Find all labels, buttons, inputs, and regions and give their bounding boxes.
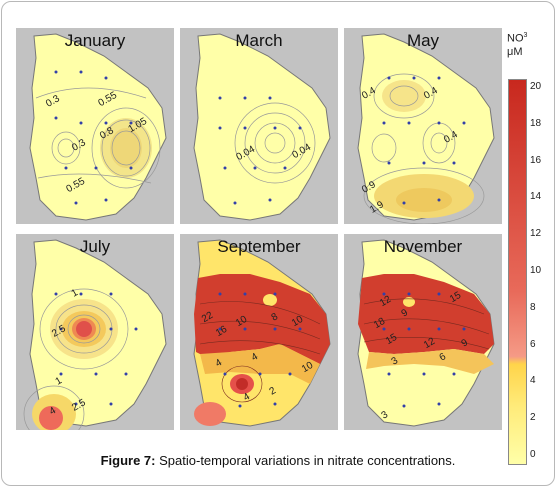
color-legend: NO3 μM 20 18 16 14 12 10 8 6 4 2 0 bbox=[505, 29, 547, 465]
caption-text: Spatio-temporal variations in nitrate co… bbox=[159, 453, 456, 468]
panel-may: May 0.4 0.4 0.4 0.9 1.9 bbox=[344, 28, 502, 224]
map-september bbox=[193, 239, 331, 427]
panel-title: March bbox=[235, 31, 283, 50]
panel-title: May bbox=[406, 31, 440, 50]
caption-label: Figure 7: bbox=[100, 453, 156, 468]
legend-tick: 4 bbox=[530, 375, 536, 387]
panel-title: November bbox=[383, 237, 463, 256]
legend-tick: 14 bbox=[530, 191, 542, 203]
panel-january: January 0.3 0.55 0.8 1.05 0.3 0.55 bbox=[16, 28, 174, 224]
panel-march: March 0.04 0.04 bbox=[180, 28, 338, 224]
panel-september: September 22 16 10 8 10 4 4 4 2 10 bbox=[180, 234, 338, 430]
legend-tick: 10 bbox=[530, 265, 542, 276]
map-january bbox=[29, 33, 167, 221]
legend-tick: 20 bbox=[530, 81, 542, 92]
map-november bbox=[357, 239, 495, 427]
legend-tick: 2 bbox=[530, 412, 536, 424]
legend-tick: 0 bbox=[530, 449, 536, 460]
legend-tick: 16 bbox=[530, 154, 542, 166]
panel-title: July bbox=[79, 237, 111, 256]
panel-title: September bbox=[217, 237, 301, 256]
legend-title-text: NO bbox=[507, 32, 524, 45]
map-march bbox=[193, 33, 331, 221]
panel-title: January bbox=[64, 31, 126, 50]
figure-caption: Figure 7: Spatio-temporal variations in … bbox=[2, 453, 554, 468]
map-may bbox=[357, 33, 495, 224]
legend-tick: 18 bbox=[530, 117, 542, 129]
panel-november: November 12 9 15 18 15 12 9 3 6 3 bbox=[344, 234, 502, 430]
legend-title-sup: 3 bbox=[523, 32, 528, 39]
legend-tick: 6 bbox=[530, 338, 536, 350]
panel-july: July 1 2.5 1 2.5 4 bbox=[16, 234, 174, 430]
legend-title: NO3 μM bbox=[507, 29, 527, 59]
map-july bbox=[23, 239, 167, 430]
legend-unit: μM bbox=[507, 45, 523, 58]
legend-tick: 8 bbox=[530, 301, 536, 313]
legend-color-bar bbox=[508, 79, 527, 465]
legend-tick: 12 bbox=[530, 228, 542, 240]
